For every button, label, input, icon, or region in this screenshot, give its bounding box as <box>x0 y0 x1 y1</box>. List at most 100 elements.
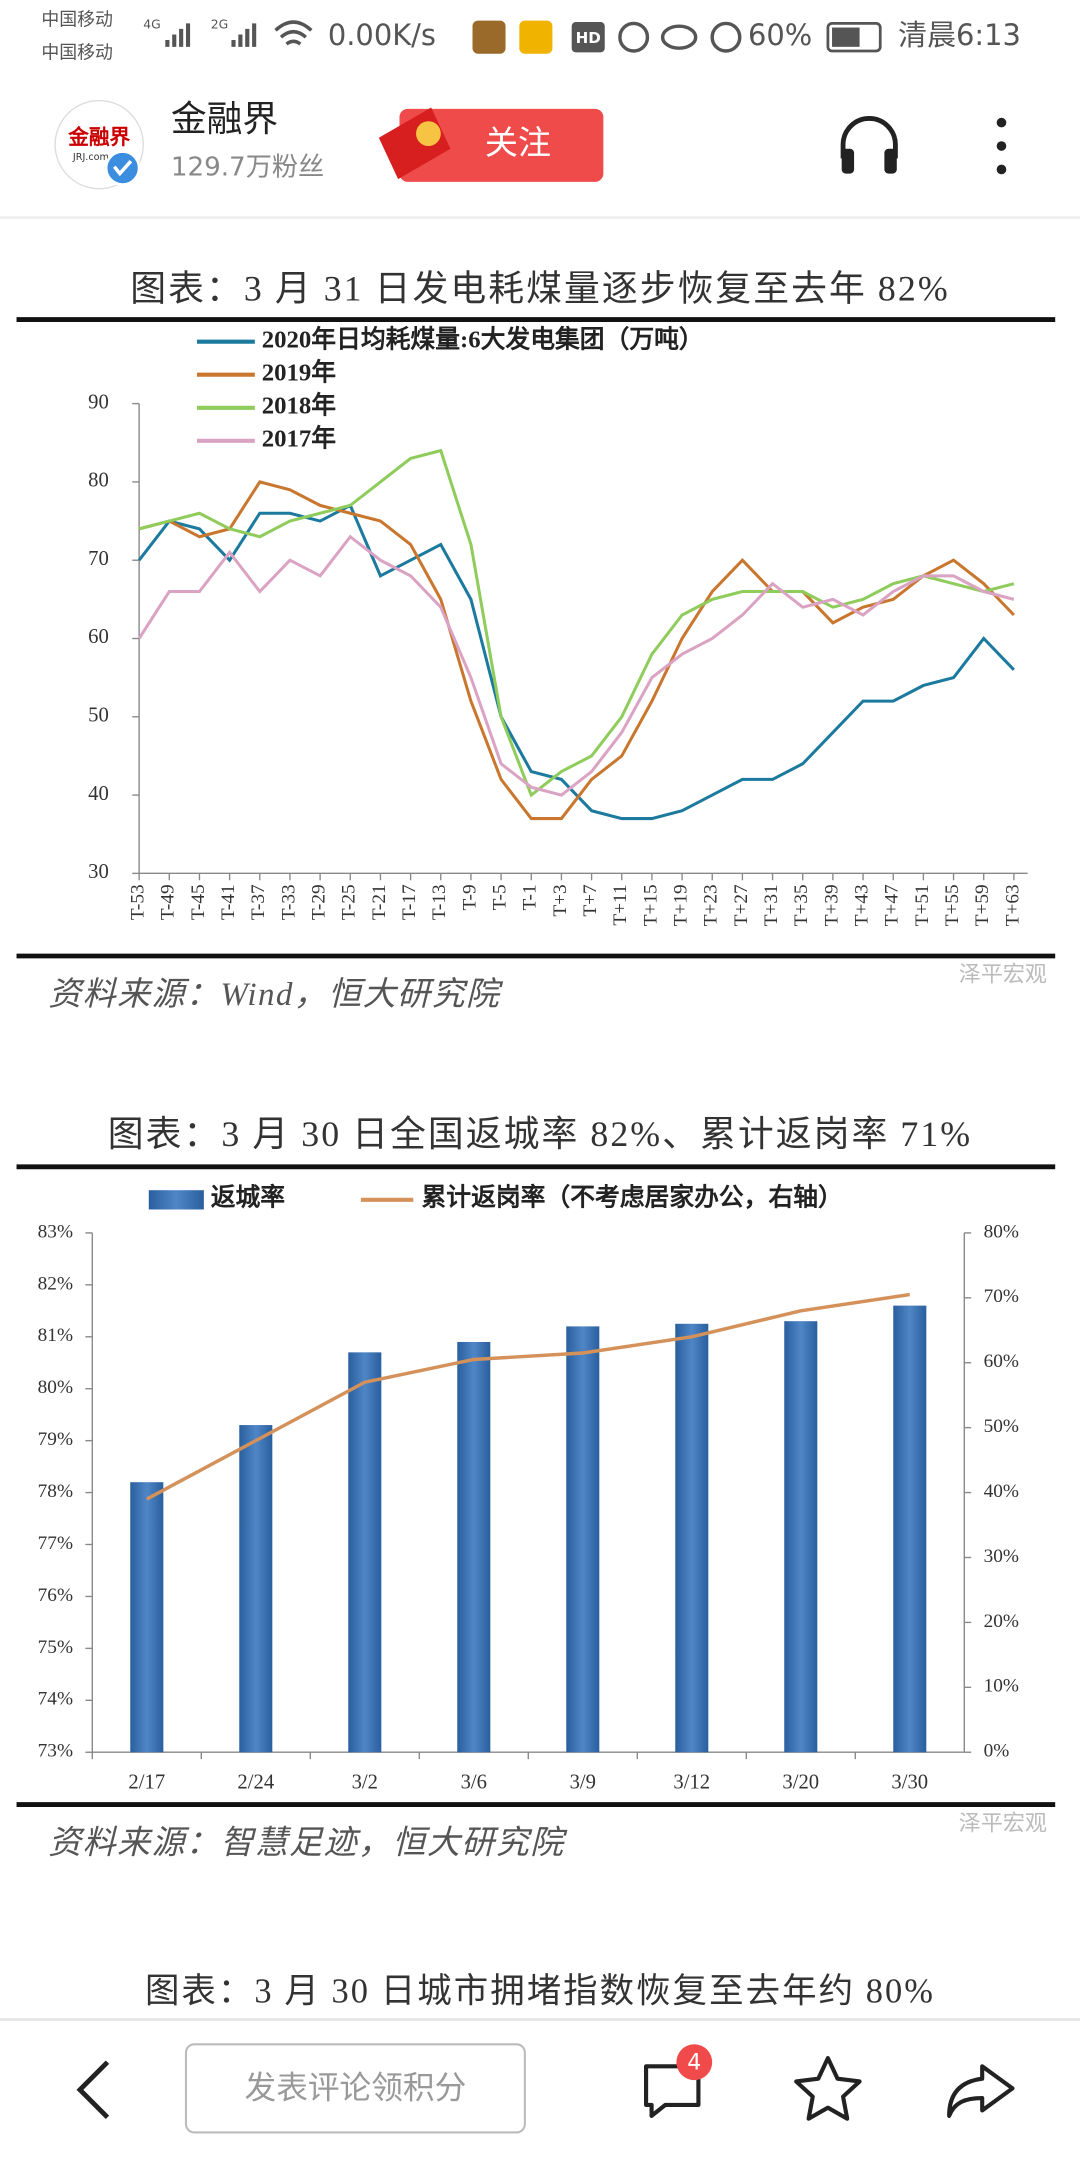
mail-icon <box>519 20 553 54</box>
y2-tick-label: 30% <box>984 1546 1019 1567</box>
menu-dot <box>996 164 1007 175</box>
x-tick-label: T+47 <box>882 884 903 926</box>
y-tick-label: 40 <box>88 783 109 805</box>
bottom-bar: 发表评论领积分 4 <box>0 2018 1080 2160</box>
app-icon <box>472 20 506 54</box>
bar <box>566 1326 600 1753</box>
followers: 129.7万粉丝 <box>171 153 324 183</box>
wifi-icon <box>274 20 313 46</box>
bar <box>893 1305 927 1753</box>
follow-label: 关注 <box>485 123 551 162</box>
y-tick-label: 50 <box>88 705 109 727</box>
carrier: 中国移动 <box>41 43 113 64</box>
signal-icon <box>165 23 257 47</box>
x-tick-label: T+7 <box>580 884 601 917</box>
series-line <box>137 503 1015 821</box>
x-tick-label: T-49 <box>158 884 179 920</box>
badge <box>676 2044 713 2081</box>
bar <box>784 1321 818 1753</box>
x-tick-label: 3/2 <box>352 1772 378 1794</box>
x-tick-label: T-21 <box>369 884 390 920</box>
y-tick-label: 80 <box>88 470 109 492</box>
x-tick-label: T+23 <box>701 884 722 926</box>
y-tick-label: 30 <box>88 861 109 883</box>
x-tick-label: 3/20 <box>782 1772 819 1794</box>
status-bar: 中国移动 中国移动 4G 2G 0.00K/s HD 60% 清晨6:13 <box>41 10 1021 64</box>
x-tick-label: T-17 <box>399 884 420 920</box>
series-line <box>145 1292 911 1501</box>
menu-dot[interactable] <box>996 117 1007 128</box>
x-tick-label: T+43 <box>851 884 872 926</box>
battery-level: 60% <box>748 18 812 52</box>
x-tick-label: T-25 <box>339 884 360 920</box>
watermark: 泽平宏观 <box>959 1810 1047 1835</box>
chart-1: 图表：3 月 31 日发电耗煤量逐步恢复至去年 82% 资料来源：Wind，恒大研… <box>16 268 1056 1013</box>
legend-label: 2019年 <box>262 357 337 386</box>
y-tick-label: 70 <box>88 548 109 570</box>
y-tick-label: 90 <box>88 391 109 413</box>
logo-text: 金融界 <box>67 125 130 149</box>
bar <box>675 1323 709 1753</box>
next-chart-title: 图表：3 月 30 日城市拥堵指数恢复至去年约 80% <box>145 1973 935 2011</box>
y-tick-label: 78% <box>38 1481 73 1502</box>
y2-tick-label: 0% <box>984 1741 1010 1762</box>
follow-button[interactable] <box>399 108 604 182</box>
x-tick-label: T-45 <box>188 884 209 920</box>
bar <box>348 1352 382 1753</box>
series-line <box>138 480 1015 821</box>
x-tick-label: T+15 <box>640 884 661 926</box>
series-line <box>138 448 1015 798</box>
legend-label: 累计返岗率（不考虑居家办公，右轴） <box>422 1183 843 1212</box>
legend-label: 2017年 <box>262 424 337 453</box>
y2-tick-label: 60% <box>984 1351 1019 1372</box>
legend-label: 2018年 <box>262 390 337 419</box>
chart-title: 图表：3 月 31 日发电耗煤量逐步恢复至去年 82% <box>130 268 949 308</box>
x-tick-label: T+59 <box>972 884 993 926</box>
hd: HD <box>576 29 601 47</box>
x-tick-label: T-9 <box>459 884 480 910</box>
y2-tick-label: 40% <box>984 1481 1019 1502</box>
comment-input[interactable] <box>184 2043 526 2134</box>
chart-2: 图表：3 月 30 日全国返城率 82%、累计返岗率 71% 资料来源：智慧足迹，… <box>16 1114 1056 1862</box>
y-tick-label: 74% <box>38 1689 73 1710</box>
x-tick-label: 3/30 <box>891 1772 928 1794</box>
y2-tick-label: 10% <box>984 1676 1019 1697</box>
y-tick-label: 76% <box>38 1585 73 1606</box>
y-tick-label: 75% <box>38 1637 73 1658</box>
favorite-button[interactable] <box>794 2055 862 2121</box>
x-tick-label: T+55 <box>942 884 963 926</box>
comment-placeholder: 发表评论领积分 <box>245 2071 467 2107</box>
x-tick-label: T+31 <box>761 884 782 926</box>
series-line <box>137 534 1015 797</box>
audio-icon[interactable] <box>840 116 898 159</box>
check <box>112 160 133 177</box>
icon <box>618 21 650 53</box>
y-tick-label: 77% <box>38 1533 73 1554</box>
x-tick-label: T-53 <box>128 884 149 920</box>
x-tick-label: T+27 <box>731 884 752 926</box>
logo-sub: JRJ.com <box>72 152 109 163</box>
bar <box>239 1425 273 1753</box>
x-tick-label: T-29 <box>309 884 330 920</box>
y2-tick-label: 20% <box>984 1611 1019 1632</box>
x-tick-label: T+11 <box>610 884 631 925</box>
bar-bg <box>0 2019 1080 2160</box>
share-button[interactable] <box>947 2064 1015 2118</box>
y-tick-label: 83% <box>38 1221 73 1242</box>
watermark: 泽平宏观 <box>959 962 1047 987</box>
account-name[interactable]: 金融界 <box>171 99 278 140</box>
y-tick-label: 60 <box>88 626 109 648</box>
x-tick-label: T-41 <box>218 884 239 920</box>
audio-ear <box>884 148 897 174</box>
source: 资料来源：Wind，恒大研究院 <box>48 976 504 1013</box>
x-tick-label: T+39 <box>821 884 842 926</box>
x-tick-label: T+63 <box>1002 884 1023 926</box>
x-tick-label: 3/12 <box>673 1772 710 1794</box>
x-tick-label: 2/24 <box>237 1772 274 1794</box>
network: 4G <box>143 16 160 31</box>
back-button[interactable] <box>76 2060 110 2120</box>
source: 资料来源：智慧足迹，恒大研究院 <box>48 1825 568 1862</box>
